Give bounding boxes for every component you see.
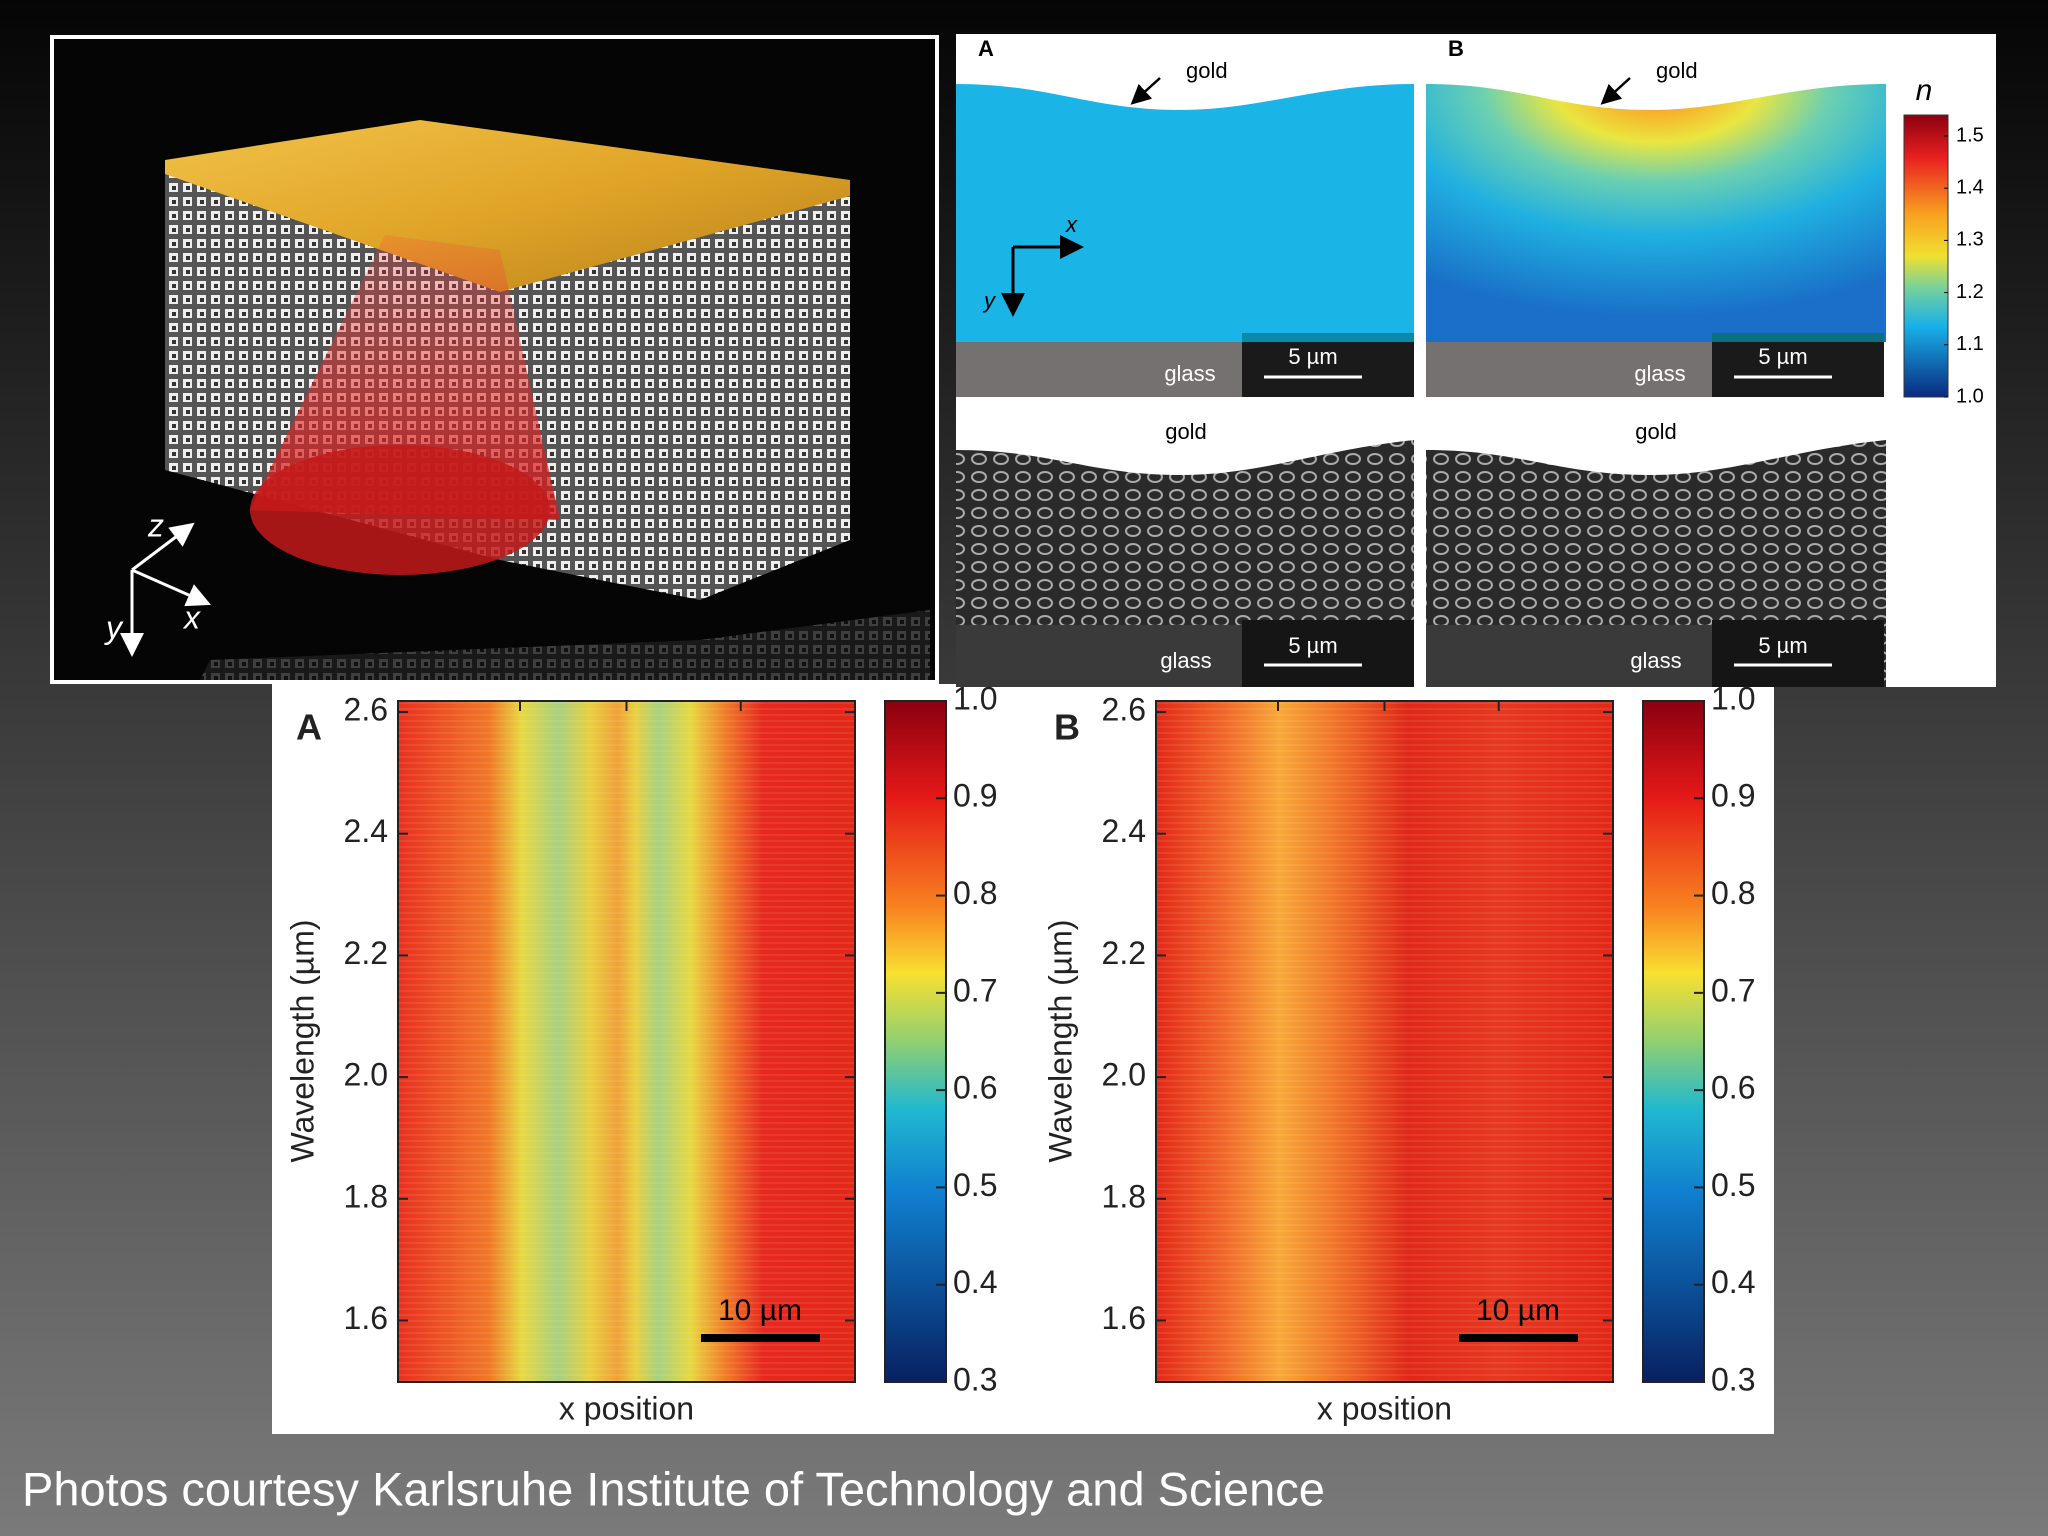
y-tick-label: 2.6	[1102, 691, 1146, 727]
axis-arrow	[131, 522, 195, 572]
scale-label: 5 µm	[1288, 344, 1337, 369]
scale-label: 5 µm	[1758, 344, 1807, 369]
y-tick-label: 2.2	[1102, 935, 1146, 971]
colorbar-tick-label: 1.4	[1956, 176, 1984, 198]
scale-box-top	[1712, 333, 1884, 342]
gold-label: gold	[1656, 58, 1698, 83]
y-tick-label: 1.6	[344, 1300, 388, 1336]
y-tick-label: 2.0	[344, 1057, 388, 1093]
axis-label: y	[982, 288, 997, 313]
scale-box	[1712, 620, 1884, 687]
colorbar-tick-label: 0.6	[953, 1070, 997, 1106]
colorbar-tick-label: 0.9	[953, 778, 997, 814]
y-tick-label: 2.2	[344, 935, 388, 971]
y-tick-label: 1.8	[1102, 1178, 1146, 1214]
gold-label: gold	[1635, 419, 1677, 444]
gold-label: gold	[1186, 58, 1228, 83]
x-axis-label: x position	[559, 1390, 694, 1426]
y-tick-label: 2.4	[1102, 813, 1146, 849]
colorbar-title: n	[1916, 74, 1933, 107]
y-tick-label: 1.8	[344, 1178, 388, 1214]
y-axis-label: Wavelength (µm)	[284, 919, 320, 1162]
axis-label: z	[147, 507, 164, 543]
colorbar-tick-label: 0.3	[1711, 1361, 1755, 1397]
gold-arrow	[1130, 77, 1161, 105]
scale-box	[1242, 620, 1414, 687]
reflection	[200, 610, 930, 680]
y-tick-label: 1.6	[1102, 1300, 1146, 1336]
gold-layer	[165, 120, 850, 292]
y-axis-label: Wavelength (µm)	[1042, 919, 1078, 1162]
colorbar	[1903, 114, 1949, 398]
lattice-render: z y x	[50, 35, 939, 684]
scale-label: 5 µm	[1288, 633, 1337, 658]
y-tick-label: 2.0	[1102, 1057, 1146, 1093]
colorbar-tick-label: 1.2	[1956, 281, 1984, 303]
colorbar-tick-label: 0.8	[953, 875, 997, 911]
colorbar-tick-label: 1.0	[953, 680, 997, 716]
colorbar-tick-label: 1.1	[1956, 333, 1984, 355]
colorbar	[884, 700, 947, 1383]
heatmap-streaks	[1156, 701, 1613, 1382]
scale-label: 5 µm	[1758, 633, 1807, 658]
simulation-panel	[956, 84, 1414, 342]
colorbar-tick-label: 0.5	[1711, 1167, 1755, 1203]
heatmap-streaks	[398, 701, 855, 1382]
scale-box-top	[1242, 333, 1414, 342]
simulation-panel	[1426, 84, 1886, 342]
colorbar-tick-label: 0.5	[953, 1167, 997, 1203]
axis-arrow	[131, 568, 211, 607]
y-tick-label: 2.6	[344, 691, 388, 727]
field-map	[956, 84, 1414, 342]
glass-label: glass	[1160, 648, 1211, 673]
colorbar-tick-label: 1.0	[1711, 680, 1755, 716]
panel-label: A	[296, 707, 322, 748]
axis-label: x	[182, 599, 201, 635]
glass-label: glass	[1164, 361, 1215, 386]
scale-box	[1242, 333, 1414, 397]
colorbar-tick-label: 0.4	[1711, 1264, 1755, 1300]
light-spot	[250, 445, 550, 575]
glass-label: glass	[1634, 361, 1685, 386]
scale-label: 10 µm	[1476, 1294, 1560, 1327]
glass-label: glass	[1630, 648, 1681, 673]
colorbar-tick-label: 1.5	[1956, 124, 1984, 146]
axis-label: x	[1065, 212, 1078, 237]
colorbar-tick-label: 0.6	[1711, 1070, 1755, 1106]
scale-label: 10 µm	[718, 1294, 802, 1327]
y-tick-label: 2.4	[344, 813, 388, 849]
caption: Photos courtesy Karlsruhe Institute of T…	[22, 1462, 1325, 1515]
colorbar-tick-label: 0.7	[1711, 972, 1755, 1008]
gold-arrow	[1600, 77, 1631, 105]
field-map	[1426, 84, 1886, 342]
colorbar-tick-label: 1.0	[1956, 385, 1984, 407]
panel-label: A	[978, 36, 994, 61]
colorbar-tick-label: 0.3	[953, 1361, 997, 1397]
light-cone	[250, 235, 560, 520]
colorbar-tick-label: 0.8	[1711, 875, 1755, 911]
colorbar-tick-label: 1.3	[1956, 229, 1984, 251]
lattice-front	[500, 190, 850, 600]
panel-label: B	[1448, 36, 1464, 61]
axis-label: y	[104, 609, 124, 645]
colorbar	[1642, 700, 1705, 1383]
x-axis-label: x position	[1317, 1390, 1452, 1426]
colorbar-tick-label: 0.7	[953, 972, 997, 1008]
scale-box	[1712, 333, 1884, 397]
gold-label: gold	[1165, 419, 1207, 444]
colorbar-tick-label: 0.9	[1711, 778, 1755, 814]
panel-label: B	[1054, 707, 1080, 748]
colorbar-tick-label: 0.4	[953, 1264, 997, 1300]
